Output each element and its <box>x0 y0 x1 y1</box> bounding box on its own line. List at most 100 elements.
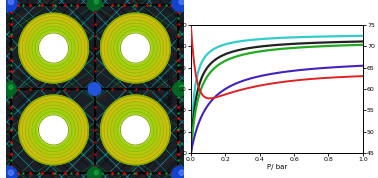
Polygon shape <box>34 29 73 67</box>
Polygon shape <box>37 113 70 146</box>
Polygon shape <box>31 107 76 153</box>
Polygon shape <box>20 14 87 82</box>
Polygon shape <box>103 16 167 80</box>
Polygon shape <box>35 29 72 67</box>
Polygon shape <box>30 25 77 71</box>
Polygon shape <box>36 112 72 148</box>
Polygon shape <box>115 110 156 150</box>
Polygon shape <box>29 105 78 155</box>
Polygon shape <box>32 26 75 70</box>
Polygon shape <box>102 14 169 82</box>
Polygon shape <box>26 103 81 157</box>
Polygon shape <box>116 110 155 150</box>
Polygon shape <box>117 111 154 149</box>
Polygon shape <box>112 24 159 72</box>
Polygon shape <box>24 101 83 159</box>
Polygon shape <box>105 100 166 160</box>
Polygon shape <box>37 114 70 146</box>
Polygon shape <box>27 104 80 156</box>
Polygon shape <box>24 100 83 160</box>
Polygon shape <box>119 32 152 64</box>
Polygon shape <box>114 109 156 151</box>
Polygon shape <box>30 106 77 154</box>
Polygon shape <box>111 106 160 154</box>
Polygon shape <box>39 33 69 63</box>
Polygon shape <box>37 32 70 65</box>
Polygon shape <box>108 102 163 158</box>
Polygon shape <box>107 102 164 158</box>
Polygon shape <box>28 23 79 73</box>
Polygon shape <box>119 113 152 146</box>
Polygon shape <box>35 111 72 149</box>
Polygon shape <box>103 97 168 163</box>
Polygon shape <box>19 96 88 164</box>
Circle shape <box>8 170 14 175</box>
Polygon shape <box>108 20 163 76</box>
Polygon shape <box>22 16 86 80</box>
Polygon shape <box>104 17 167 79</box>
Polygon shape <box>105 18 166 78</box>
Polygon shape <box>107 20 164 76</box>
Polygon shape <box>119 114 152 146</box>
Polygon shape <box>25 102 82 158</box>
Polygon shape <box>26 102 81 158</box>
Polygon shape <box>29 23 78 73</box>
Polygon shape <box>25 19 82 77</box>
Polygon shape <box>120 33 150 63</box>
Polygon shape <box>27 22 80 74</box>
Polygon shape <box>112 106 159 154</box>
Polygon shape <box>120 115 150 145</box>
Polygon shape <box>110 105 161 155</box>
Polygon shape <box>120 32 151 64</box>
Polygon shape <box>30 107 77 153</box>
Polygon shape <box>118 113 153 147</box>
Polygon shape <box>117 30 153 66</box>
Circle shape <box>1 166 17 178</box>
Polygon shape <box>111 23 160 73</box>
Polygon shape <box>101 14 170 82</box>
Polygon shape <box>104 98 167 162</box>
Polygon shape <box>33 28 74 68</box>
Polygon shape <box>38 32 69 64</box>
Polygon shape <box>102 97 169 163</box>
Polygon shape <box>26 21 81 75</box>
Polygon shape <box>31 108 76 152</box>
Polygon shape <box>23 99 84 161</box>
Polygon shape <box>106 100 165 160</box>
Polygon shape <box>106 101 165 159</box>
Polygon shape <box>30 24 77 72</box>
Polygon shape <box>103 98 167 162</box>
Polygon shape <box>107 101 164 159</box>
Polygon shape <box>106 18 165 78</box>
Polygon shape <box>31 26 76 70</box>
Polygon shape <box>114 108 157 152</box>
Polygon shape <box>34 28 73 68</box>
Polygon shape <box>104 16 167 80</box>
Circle shape <box>180 85 184 89</box>
Circle shape <box>179 0 184 4</box>
Polygon shape <box>105 17 166 79</box>
Polygon shape <box>113 25 158 71</box>
Polygon shape <box>109 104 162 156</box>
Polygon shape <box>113 107 158 153</box>
Polygon shape <box>26 20 81 76</box>
Polygon shape <box>108 103 163 157</box>
Polygon shape <box>21 15 86 81</box>
Polygon shape <box>28 22 79 74</box>
Y-axis label: Selectivity: Selectivity <box>376 71 378 107</box>
Polygon shape <box>31 25 76 71</box>
Polygon shape <box>110 104 161 156</box>
Polygon shape <box>29 24 78 72</box>
Circle shape <box>9 85 13 89</box>
Polygon shape <box>104 99 167 161</box>
Polygon shape <box>33 109 74 151</box>
Polygon shape <box>27 21 80 75</box>
Polygon shape <box>109 21 162 75</box>
Polygon shape <box>20 96 87 164</box>
Polygon shape <box>113 26 158 70</box>
Polygon shape <box>101 95 170 165</box>
Polygon shape <box>111 24 160 72</box>
Polygon shape <box>116 28 155 68</box>
Polygon shape <box>33 109 75 151</box>
Polygon shape <box>22 98 86 162</box>
